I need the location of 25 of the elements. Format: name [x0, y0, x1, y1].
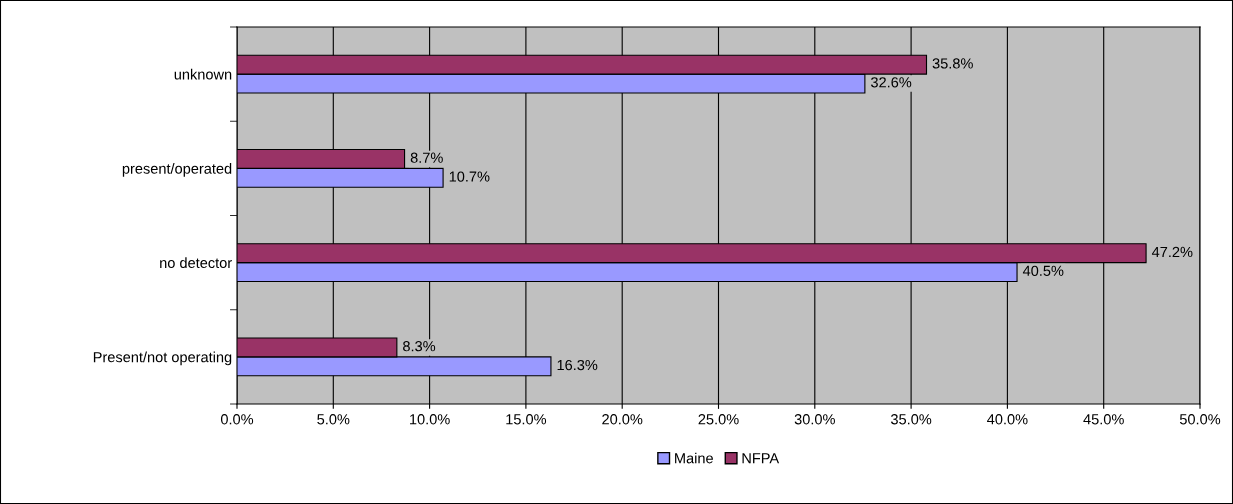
x-tick-label: 10.0% [410, 414, 450, 425]
x-tick-label: 40.0% [987, 414, 1028, 425]
legend-label: Maine [675, 452, 713, 464]
y-tick-label: Present/not operating [93, 351, 232, 366]
data-label: 35.8% [932, 58, 973, 69]
x-tick-label: 25.0% [698, 414, 739, 425]
x-tick-label: 15.0% [506, 414, 547, 425]
legend-label: NFPA [742, 453, 780, 464]
x-tick-label: 45.0% [1083, 414, 1124, 425]
data-label: 8.3% [403, 341, 436, 352]
y-tick-label: unknown [174, 68, 232, 80]
x-tick-label: 0.0% [220, 414, 254, 425]
data-label: 10.7% [449, 171, 490, 182]
y-tick-label: no detector [160, 257, 232, 269]
x-tick-label: 20.0% [602, 414, 643, 425]
x-tick-label: 30.0% [794, 414, 835, 425]
y-tick-label: present/operated [122, 163, 232, 177]
data-label: 16.3% [557, 359, 598, 371]
x-tick-label: 35.0% [890, 414, 932, 425]
data-label: 40.5% [1022, 265, 1064, 276]
data-label: 8.7% [410, 152, 443, 163]
data-label: 47.2% [1151, 246, 1193, 258]
x-tick-label: 50.0% [1179, 414, 1221, 425]
x-tick-label: 5.0% [317, 414, 350, 425]
data-label: 32.6% [870, 77, 912, 88]
